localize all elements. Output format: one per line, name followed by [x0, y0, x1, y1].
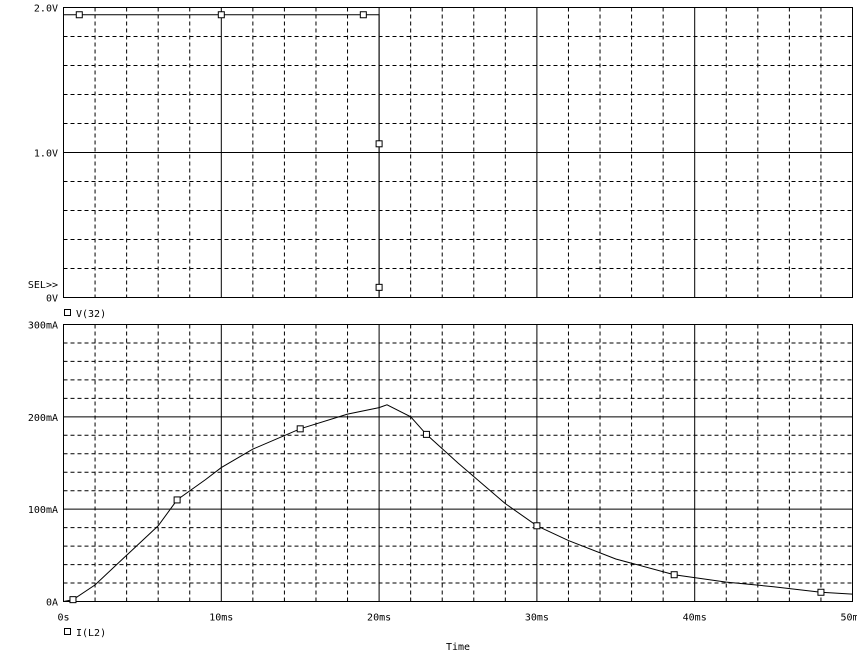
series-line [63, 14, 853, 298]
x-tick-label: 10ms [209, 613, 233, 624]
voltage-series [63, 11, 853, 298]
legend-label-il2: I(L2) [76, 628, 106, 639]
series-marker [69, 596, 77, 604]
x-tick-label: 30ms [525, 613, 549, 624]
voltage-legend: V(32) [64, 309, 106, 320]
series-marker [296, 425, 304, 433]
legend-label-v32: V(32) [76, 309, 106, 320]
current-legend: I(L2) [64, 628, 106, 639]
y-tick-label: 100mA [28, 505, 58, 516]
current-panel: 0A 100mA 200mA 300mA 0s 10ms 20ms 30ms 40ms 50ms… [28, 321, 857, 654]
series-marker [817, 588, 825, 596]
series-marker [670, 571, 678, 579]
y-tick-label: 0V [46, 294, 58, 305]
x-tick-label: 0s [57, 613, 69, 624]
series-marker [422, 430, 430, 438]
time-x-ticks: 0s 10ms 20ms 30ms 40ms 50ms [57, 613, 857, 624]
series-marker [375, 140, 383, 148]
voltage-y-ticks: 0V 1.0V 2.0V [34, 4, 58, 305]
voltage-panel: 0V 1.0V 2.0V SEL>> V(32) [28, 4, 853, 320]
y-tick-label: 0A [46, 598, 58, 609]
voltage-panel-grid [63, 7, 853, 298]
series-marker [375, 283, 383, 291]
current-series [63, 404, 853, 604]
series-marker [75, 11, 83, 19]
series-line [63, 404, 853, 602]
y-tick-label: 1.0V [34, 149, 58, 160]
x-axis-label: Time [446, 642, 470, 653]
legend-marker-icon [64, 628, 71, 635]
plot-frame [63, 324, 853, 602]
selector-label: SEL>> [28, 280, 58, 291]
series-marker [217, 11, 225, 19]
current-y-ticks: 0A 100mA 200mA 300mA [28, 321, 58, 609]
series-marker [173, 496, 181, 504]
x-tick-label: 20ms [367, 613, 391, 624]
x-tick-label: 50ms [840, 613, 857, 624]
y-tick-label: 200mA [28, 413, 58, 424]
series-marker [533, 522, 541, 530]
y-tick-label: 2.0V [34, 4, 58, 15]
legend-marker-icon [64, 309, 71, 316]
current-panel-grid [63, 324, 853, 602]
series-marker [359, 11, 367, 19]
x-tick-label: 40ms [683, 613, 707, 624]
y-tick-label: 300mA [28, 321, 58, 332]
